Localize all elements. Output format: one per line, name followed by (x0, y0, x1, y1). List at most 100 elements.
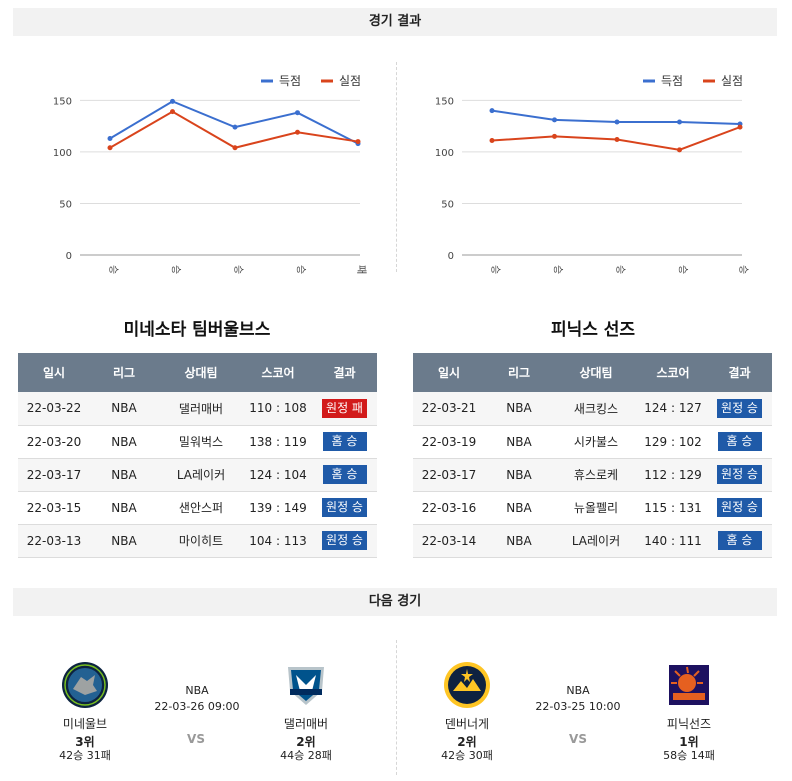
results-table-phoenix: 일시 리그 상대팀 스코어 결과 22-03-21 NBA 새크킹스 124 : 127 원정 승… (413, 353, 772, 558)
table-row: 22-03-17 NBA LA레이커 124 : 104 홈 승 (18, 458, 377, 492)
opponent-cell: 마이히트 (158, 524, 244, 558)
league-cell: NBA (485, 425, 553, 459)
game-info: NBA 22-03-26 09:00 (152, 684, 242, 713)
table-row: 22-03-20 NBA 밀워벅스 138 : 119 홈 승 (18, 425, 377, 459)
result-cell: 원정 승 (312, 524, 377, 558)
data-point (355, 139, 361, 145)
result-cell: 홈 승 (707, 524, 772, 558)
away-team[interactable]: 댈러매버 2위 44승 28패 (266, 661, 346, 762)
opponent-cell: 시카불스 (553, 425, 639, 459)
home-team-name: 덴버너게 (444, 717, 490, 731)
away-team-rank: 2위 (296, 735, 316, 749)
table-row: 22-03-22 NBA 댈러매버 110 : 108 원정 패 (18, 392, 377, 426)
league-cell: NBA (90, 524, 158, 558)
opponent-cell: 뉴올펠리 (553, 491, 639, 525)
next-divider (396, 640, 397, 775)
game-league: NBA (566, 684, 590, 697)
score-cell: 140 : 111 (639, 524, 707, 558)
team-title-minnesota: 미네소타 팀버울브스 (123, 320, 271, 340)
x-tick-label: 승 (170, 265, 182, 274)
next-game-1: 미네울브 3위 42승 31패 NBA 22-03-26 09:00 VS 댈러… (20, 655, 380, 775)
chart-phoenix: 득점 실점 0 50 100 150 승 승 승 승 승 (435, 74, 749, 274)
result-cell: 원정 승 (707, 458, 772, 492)
data-point (107, 135, 113, 141)
y-tick-label: 0 (66, 251, 72, 262)
y-tick-label: 150 (53, 96, 72, 107)
result-badge: 원정 승 (322, 531, 367, 550)
game-league: NBA (185, 684, 209, 697)
away-team-name: 댈러매버 (283, 717, 329, 731)
x-tick-label: 승 (677, 265, 689, 274)
y-tick-label: 0 (448, 251, 454, 262)
results-header: 경기 결과 (13, 8, 777, 36)
date-cell: 22-03-22 (18, 392, 90, 426)
data-point (737, 124, 743, 130)
date-cell: 22-03-21 (413, 392, 485, 426)
data-point (677, 147, 682, 153)
home-team-name: 미네울브 (62, 717, 108, 731)
team-title-phoenix: 피닉스 선즈 (550, 320, 636, 340)
column-header: 스코어 (639, 353, 707, 392)
data-point (170, 109, 175, 115)
vs-label: VS (569, 732, 587, 746)
column-header: 리그 (90, 353, 158, 392)
away-team-name: 피닉선즈 (666, 717, 712, 731)
date-cell: 22-03-17 (413, 458, 485, 492)
y-tick-label: 50 (441, 199, 454, 210)
home-team-rank: 2위 (457, 735, 477, 749)
data-point (552, 117, 557, 123)
score-cell: 138 : 119 (244, 425, 312, 459)
result-badge: 홈 승 (322, 432, 367, 451)
league-cell: NBA (485, 458, 553, 492)
column-header: 결과 (707, 353, 772, 392)
data-point (614, 119, 620, 125)
away-team[interactable]: 피닉선즈 1위 58승 14패 (649, 661, 729, 762)
data-point (170, 98, 175, 104)
home-team[interactable]: 미네울브 3위 42승 31패 (45, 661, 125, 762)
home-team[interactable]: 덴버너게 2위 42승 30패 (427, 661, 507, 762)
column-header: 상대팀 (158, 353, 244, 392)
opponent-cell: LA레이커 (158, 458, 244, 492)
table-row: 22-03-14 NBA LA레이커 140 : 111 홈 승 (413, 524, 772, 558)
next-game-header: 다음 경기 (13, 588, 777, 616)
column-header: 일시 (413, 353, 485, 392)
result-badge: 원정 승 (717, 498, 762, 517)
x-tick-label: 승 (232, 265, 244, 274)
score-cell: 129 : 102 (639, 425, 707, 459)
result-cell: 원정 패 (312, 392, 377, 426)
date-cell: 22-03-13 (18, 524, 90, 558)
result-cell: 원정 승 (707, 491, 772, 525)
date-cell: 22-03-14 (413, 524, 485, 558)
league-cell: NBA (90, 458, 158, 492)
data-point (614, 137, 620, 142)
result-badge: 원정 승 (717, 398, 762, 418)
series-line-scored (109, 100, 359, 145)
league-cell: NBA (90, 491, 158, 525)
data-point (232, 124, 238, 130)
result-cell: 원정 승 (707, 392, 772, 426)
column-header: 결과 (312, 353, 377, 392)
table-row: 22-03-15 NBA 샌안스퍼 139 : 149 원정 승 (18, 491, 377, 525)
results-table-minnesota: 일시 리그 상대팀 스코어 결과 22-03-22 NBA 댈러매버 110 : 108 원정 패… (18, 353, 377, 558)
score-cell: 124 : 104 (244, 458, 312, 492)
league-cell: NBA (90, 425, 158, 459)
x-tick-label: 승 (552, 265, 564, 274)
vs-label: VS (187, 732, 205, 746)
column-header: 일시 (18, 353, 90, 392)
column-header: 리그 (485, 353, 553, 392)
x-tick-label: 승 (489, 265, 501, 274)
result-badge: 홈 승 (322, 465, 367, 484)
home-team-record: 42승 31패 (59, 749, 111, 762)
game-datetime: 22-03-25 10:00 (535, 700, 621, 713)
away-team-record: 58승 14패 (663, 749, 715, 762)
away-team-rank: 1위 (679, 735, 699, 749)
home-team-record: 42승 30패 (441, 749, 493, 762)
table-header-row: 일시 리그 상대팀 스코어 결과 (413, 353, 772, 392)
data-point (489, 108, 495, 114)
legend-label: 득점 (279, 74, 301, 88)
opponent-cell: 새크킹스 (553, 392, 639, 426)
league-cell: NBA (90, 392, 158, 426)
x-tick-label: 승 (737, 265, 749, 274)
league-cell: NBA (485, 392, 553, 426)
opponent-cell: 휴스로케 (553, 458, 639, 492)
